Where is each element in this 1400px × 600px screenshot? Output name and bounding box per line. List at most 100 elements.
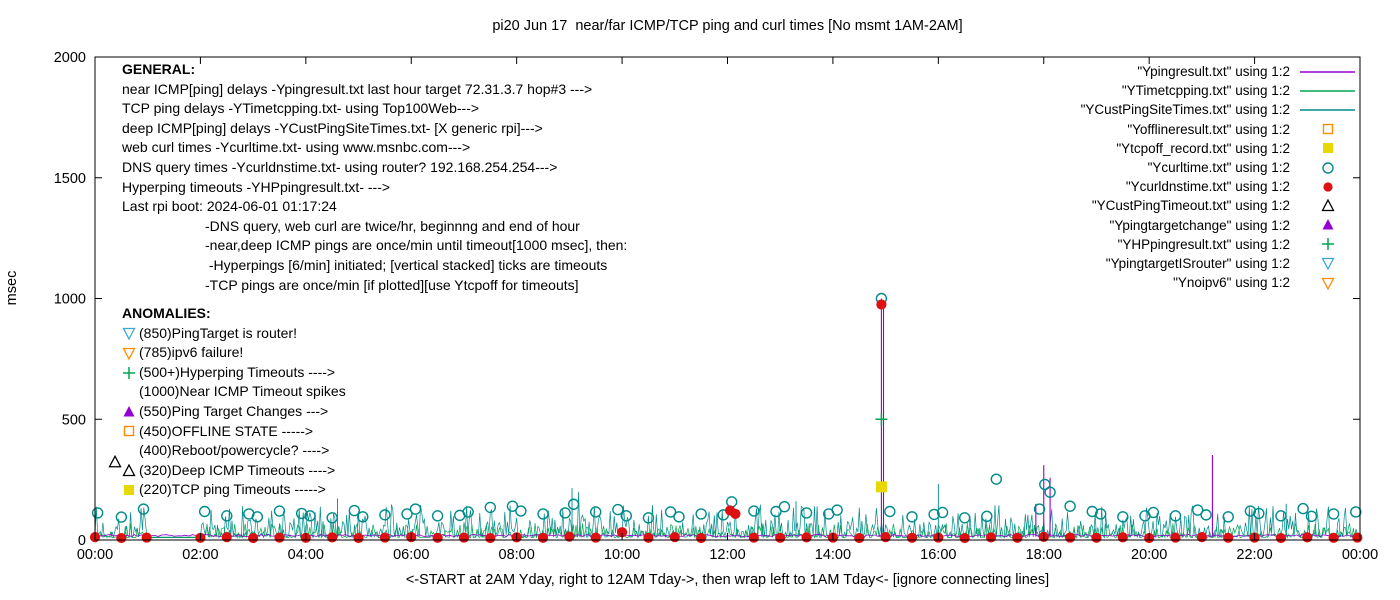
x-axis-label: <-START at 2AM Yday, right to 12AM Tday-… [405,572,1050,588]
marker-circle-filled [590,532,601,543]
line-icon [1300,70,1355,73]
anomaly-item: (550)Ping Target Changes ---> [122,402,346,422]
anomaly-text: (220)TCP ping Timeouts -----> [139,481,326,498]
legend-label: "Ytcpoff_record.txt" using 1:2 [1116,140,1290,156]
marker-circle-open [664,506,677,518]
general-line: web curl times -Ycurltime.txt- using www… [122,139,471,156]
marker-circle-open [251,511,264,523]
x-tick-label: 00:00 [77,547,113,563]
marker-circle-open [1327,508,1340,520]
triangle-down-open-icon [122,347,136,360]
legend-entry: "Ytcpoff_record.txt" using 1:2 [1081,139,1355,158]
circle-filled-icon [1323,182,1333,192]
marker-circle-filled [748,532,759,543]
marker-circle-open [198,505,211,518]
legend-label: "YpingtargetISrouter" using 1:2 [1105,255,1290,271]
marker-circle-open [1305,510,1318,523]
marker-circle-open [981,510,993,523]
anomaly-item: (450)OFFLINE STATE -----> [122,422,346,442]
marker-circle-filled [1196,532,1207,543]
marker-circle-filled [643,532,654,543]
marker-circle-filled [116,532,127,544]
square-filled-icon [1300,141,1355,155]
square-filled-icon [122,483,139,497]
marker-circle-open [1222,511,1234,523]
legend-entry: "YpingtargetISrouter" using 1:2 [1081,254,1355,273]
triangle-up-filled-icon [1322,219,1334,230]
marker-circle-filled [1117,532,1128,543]
marker-circle-filled [221,532,232,543]
x-tick-label: 18:00 [1026,547,1062,563]
legend-line-sample [1300,65,1355,79]
marker-circle-filled [730,508,741,520]
marker-circle-open [928,508,940,521]
x-tick-label: 12:00 [709,547,745,563]
legend: "Ypingresult.txt" using 1:2 "YTimetcpping… [1081,62,1355,292]
marker-circle-open [115,511,128,523]
marker-circle-open [506,500,519,512]
marker-circle-filled [353,532,364,544]
marker-circle-filled [1352,532,1363,543]
marker-circle-filled [1012,532,1023,543]
marker-circle-filled [880,532,891,543]
general-line: Last rpi boot: 2024-06-01 01:17:24 [122,198,337,215]
legend-entry: "Ycurldnstime.txt" using 1:2 [1081,177,1355,196]
marker-circle-open [1297,502,1309,515]
marker-circle-open [304,510,316,522]
marker-circle-open [221,510,233,522]
marker-circle-open [884,505,896,518]
marker-circle-open [778,500,791,513]
anomaly-item: (850)PingTarget is router! [122,324,346,344]
anomaly-item: (785)ipv6 failure! [122,343,346,363]
legend-label: "Ypingtargetchange" using 1:2 [1109,217,1290,233]
square-filled-icon [124,485,134,496]
marker-circle-filled [775,532,786,543]
anomaly-text: (850)PingTarget is router! [139,324,297,341]
marker-circle-open [515,505,527,517]
legend-label: "YCustPingSiteTimes.txt" using 1:2 [1080,102,1290,118]
legend-entry: "YCustPingSiteTimes.txt" using 1:2 [1081,100,1355,119]
legend-entry: "Ypingresult.txt" using 1:2 [1081,62,1355,81]
legend-label: "YHPpingresult.txt" using 1:2 [1117,236,1290,252]
plus-icon [123,366,135,379]
marker-circle-open [1253,507,1265,520]
anomaly-item: (320)Deep ICMP Timeouts ----> [122,461,346,481]
marker-circle-filled [985,532,997,543]
marker-circle-filled [458,532,470,543]
marker-circle-filled [696,532,707,544]
legend-entry: "YHPpingresult.txt" using 1:2 [1081,235,1355,254]
triangle-up-filled-icon [1300,218,1355,232]
plus-icon [122,366,139,380]
x-tick-label: 16:00 [920,547,956,563]
marker-circle-filled [1091,532,1102,543]
marker-circle-open [642,512,655,524]
square-open-icon [1300,122,1355,136]
general-line: deep ICMP[ping] delays -YCustPingSiteTim… [122,119,543,136]
marker-circle-open [137,503,150,515]
marker-circle-open [537,508,549,520]
anomaly-item: (400)Reboot/powercycle? ----> [122,441,346,461]
square-filled-icon [1323,143,1333,154]
marker-circle-open [357,511,369,523]
marker-circle-open [409,503,422,515]
triangle-up-filled-icon [122,405,139,419]
marker-circle-filled [327,532,338,543]
legend-entry: "YCustPingTimeout.txt" using 1:2 [1081,196,1355,215]
x-tick-label: 04:00 [288,547,324,563]
legend-entry: "Yofflineresult.txt" using 1:2 [1081,120,1355,139]
marker-circle-filled [141,532,152,543]
marker-circle-open [1117,511,1129,523]
chart-title: pi20 Jun 17 near/far ICMP/TCP ping and c… [492,18,963,34]
marker-circle-filled [959,532,970,544]
marker-circle-open [612,503,624,516]
y-tick-label: 500 [62,412,86,428]
x-tick-label: 10:00 [604,547,640,563]
marker-circle-open [695,508,707,520]
marker-circle-filled [379,532,390,543]
marker-circle-filled [274,532,285,543]
marker-circle-open [673,511,685,523]
triangle-down-open-icon [122,326,139,341]
x-tick-label: 20:00 [1131,547,1167,563]
